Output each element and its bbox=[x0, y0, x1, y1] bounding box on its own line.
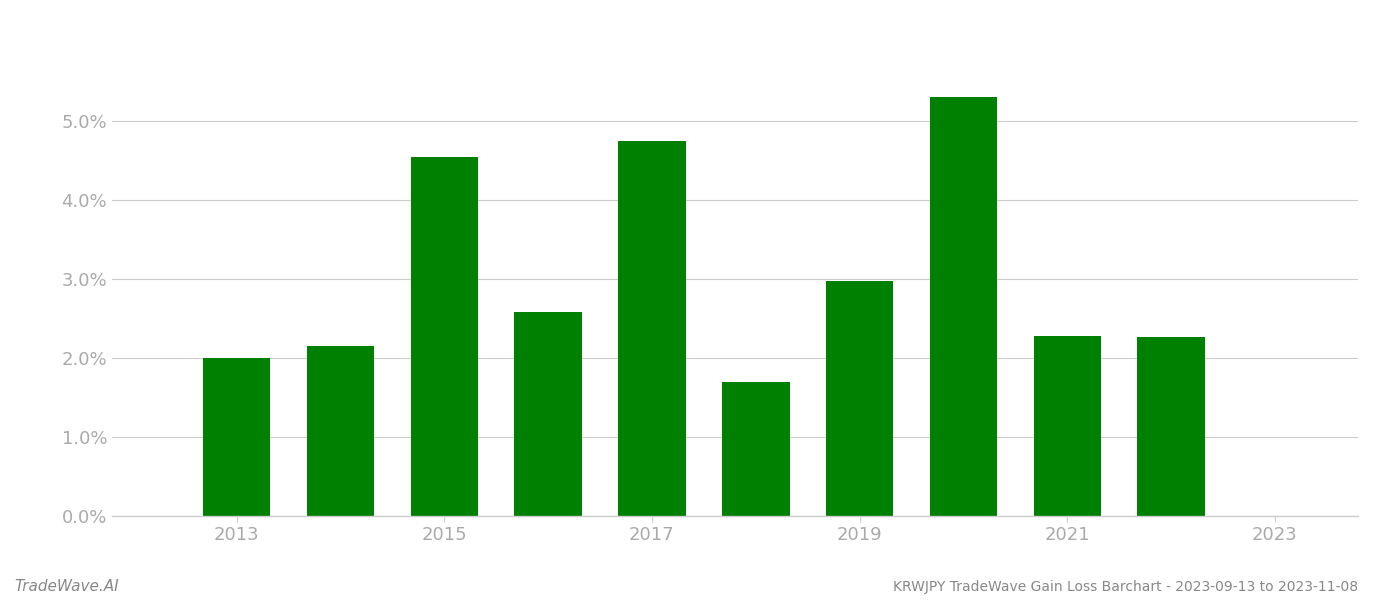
Text: KRWJPY TradeWave Gain Loss Barchart - 2023-09-13 to 2023-11-08: KRWJPY TradeWave Gain Loss Barchart - 20… bbox=[893, 580, 1358, 594]
Bar bbox=[203, 358, 270, 516]
Bar bbox=[1137, 337, 1205, 516]
Bar bbox=[410, 157, 477, 516]
Bar bbox=[514, 312, 582, 516]
Bar bbox=[1033, 336, 1100, 516]
Bar bbox=[307, 346, 374, 516]
Bar bbox=[722, 382, 790, 516]
Bar bbox=[826, 281, 893, 516]
Text: TradeWave.AI: TradeWave.AI bbox=[14, 579, 119, 594]
Bar bbox=[619, 141, 686, 516]
Bar bbox=[930, 97, 997, 516]
